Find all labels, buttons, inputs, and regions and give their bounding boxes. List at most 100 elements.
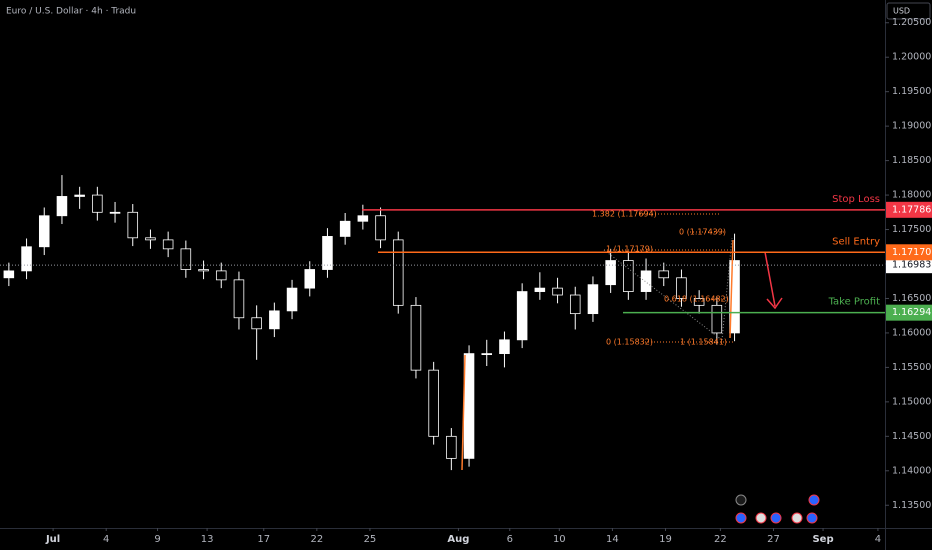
event-icon[interactable] [770, 512, 782, 524]
candle-body [145, 237, 156, 241]
candle-body [658, 270, 670, 279]
candle-body [127, 211, 139, 239]
candle-body [21, 246, 32, 272]
candle-body [392, 239, 404, 306]
event-icon[interactable] [791, 512, 803, 524]
candle-body [499, 339, 510, 355]
fib-line [721, 237, 733, 341]
candle-body [711, 304, 723, 334]
candle-body [587, 284, 599, 315]
candle-body [516, 291, 528, 341]
y-tick-label: 1.13500 [892, 500, 931, 511]
y-tick-label: 1.14000 [892, 465, 931, 476]
candle-body [92, 194, 103, 213]
candle-body [729, 260, 740, 334]
candle-body [215, 270, 227, 281]
candle-body [56, 196, 68, 217]
candle-body [269, 310, 280, 330]
candle-body [623, 260, 634, 292]
fib-label: 1 (1.15841) [680, 338, 727, 347]
x-tick-label: 25 [364, 534, 377, 545]
drawing [729, 239, 734, 339]
drawing [461, 354, 466, 471]
x-tick-label: 9 [154, 534, 160, 545]
event-icon[interactable] [808, 494, 820, 506]
candle-body [339, 220, 351, 237]
y-tick-label: 1.14500 [892, 431, 931, 442]
arrow [764, 251, 783, 310]
candle-body [233, 279, 245, 319]
x-tick-label: 13 [201, 534, 214, 545]
level-label: 1.17170 [892, 247, 931, 258]
fib-label: 1.382 (1.17694) [592, 210, 657, 219]
candle-body [552, 287, 563, 296]
candle-body [304, 269, 316, 289]
x-tick-label: 27 [767, 534, 780, 545]
candle-body [693, 298, 705, 306]
candle-body [640, 270, 652, 292]
y-tick-label: 1.18500 [892, 155, 931, 166]
y-tick-label: 1.20000 [892, 52, 931, 63]
y-tick-label: 1.16000 [892, 327, 931, 338]
level-tag [886, 244, 932, 261]
y-tick-label: 1.15000 [892, 396, 931, 407]
candle-body [3, 270, 15, 279]
x-tick-label: 17 [257, 534, 270, 545]
candle-body [446, 435, 457, 459]
chart-title: Euro / U.S. Dollar · 4h · Tradu [6, 7, 136, 17]
drawings [461, 213, 783, 471]
level-name: Stop Loss [832, 194, 880, 205]
level-tag [886, 304, 932, 321]
fib-label: 0 (1.17439) [679, 228, 726, 237]
x-tick-label: 22 [714, 534, 727, 545]
fib-label: 0 (1.15832) [606, 338, 653, 347]
event-icon[interactable] [806, 512, 818, 524]
currency: USD [893, 7, 910, 16]
level-name: Take Profit [828, 297, 881, 308]
candle-body [109, 211, 121, 214]
candle-body [198, 269, 209, 272]
currency-box[interactable] [886, 2, 931, 20]
level-label: 1.16294 [892, 307, 931, 318]
fib-line [603, 249, 723, 341]
fib-label: 0.618 (1.16482) [664, 295, 729, 304]
candle-body [322, 236, 333, 270]
y-tick-label: 1.17500 [892, 224, 931, 235]
level-tag [886, 201, 932, 218]
last-price-label: 1.16983 [892, 260, 931, 271]
event-icon[interactable] [755, 512, 767, 524]
event-icon[interactable] [735, 494, 747, 506]
candle-body [375, 215, 386, 241]
x-tick-label: Jul [45, 534, 60, 545]
candle-body [162, 239, 174, 250]
x-tick-label: 22 [310, 534, 323, 545]
fib-label: 1 (1.17179) [606, 245, 653, 254]
x-tick-label: 10 [553, 534, 566, 545]
candle-body [251, 317, 262, 330]
y-tick-label: 1.19500 [892, 86, 931, 97]
candle-body [569, 294, 581, 315]
y-tick-label: 1.15500 [892, 362, 931, 373]
event-icon[interactable] [735, 512, 747, 524]
candle-body [605, 260, 616, 286]
candle-body [463, 353, 475, 459]
candle-body [481, 353, 493, 356]
candle-body [410, 304, 422, 371]
level-name: Sell Entry [832, 236, 880, 247]
candle-body [676, 277, 687, 299]
x-tick-label: Sep [812, 534, 833, 545]
candle-body [74, 194, 85, 197]
x-tick-label: 19 [659, 534, 672, 545]
x-tick-label: 6 [507, 534, 513, 545]
candle-body [534, 287, 546, 292]
candle-body [180, 248, 192, 270]
x-tick-label: 4 [875, 534, 881, 545]
candle-body [428, 369, 439, 437]
x-tick-label: 4 [103, 534, 109, 545]
y-tick-label: 1.18000 [892, 190, 931, 201]
x-tick-label: 14 [606, 534, 619, 545]
last-price-tag [886, 257, 932, 274]
level-label: 1.17786 [892, 204, 931, 215]
